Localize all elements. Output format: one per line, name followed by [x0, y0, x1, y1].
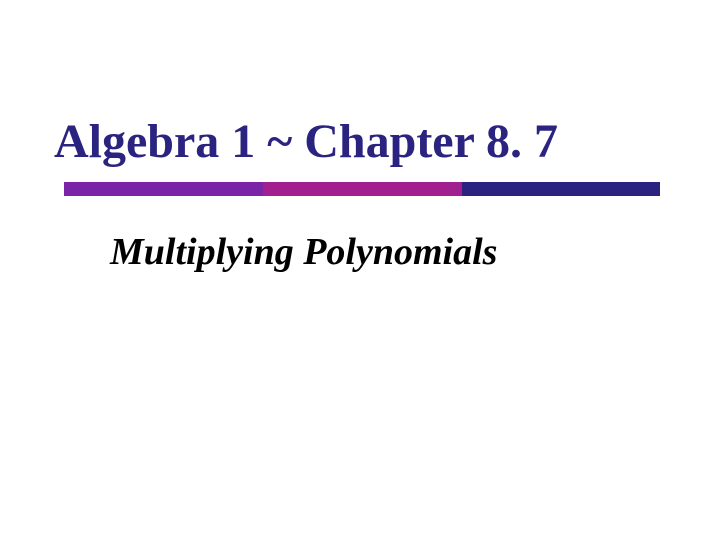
- bar-segment-purple: [64, 182, 263, 196]
- bar-segment-magenta: [263, 182, 462, 196]
- slide-subtitle: Multiplying Polynomials: [110, 230, 497, 274]
- divider-bar: [64, 182, 660, 196]
- slide-title: Algebra 1 ~ Chapter 8. 7: [54, 114, 558, 169]
- bar-segment-navy: [462, 182, 660, 196]
- slide: Algebra 1 ~ Chapter 8. 7 Multiplying Pol…: [0, 0, 720, 540]
